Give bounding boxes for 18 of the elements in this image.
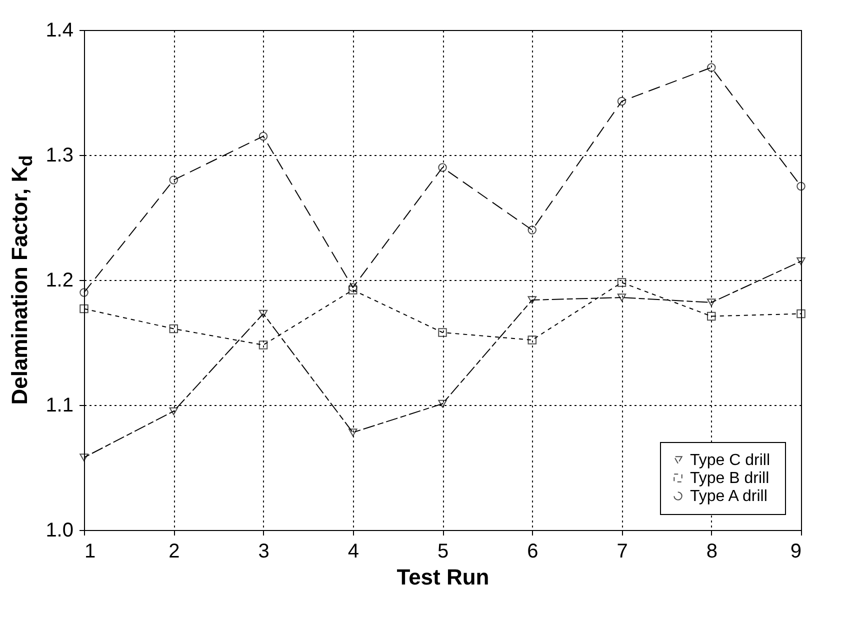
y-tick-label: 1.1 xyxy=(46,394,74,416)
x-tick-label: 5 xyxy=(437,540,449,562)
x-tick-label: 3 xyxy=(258,540,270,562)
x-tick-label: 8 xyxy=(706,540,718,562)
legend-label: Type A drill xyxy=(690,488,768,505)
y-tick-label: 1.3 xyxy=(46,144,74,166)
legend-label: Type B drill xyxy=(690,470,770,487)
y-tick-label: 1.0 xyxy=(46,520,74,542)
x-tick-label: 4 xyxy=(348,540,359,562)
x-tick-label: 9 xyxy=(790,540,802,562)
x-axis-title: Test Run xyxy=(396,564,490,590)
legend-label: Type C drill xyxy=(690,452,770,469)
x-tick-label: 2 xyxy=(168,540,180,562)
x-tick-label: 7 xyxy=(616,540,628,562)
x-tick-label: 1 xyxy=(84,540,96,562)
y-tick-label: 1.2 xyxy=(46,270,74,292)
y-tick-label: 1.4 xyxy=(46,20,74,42)
x-tick-label: 6 xyxy=(527,540,538,562)
